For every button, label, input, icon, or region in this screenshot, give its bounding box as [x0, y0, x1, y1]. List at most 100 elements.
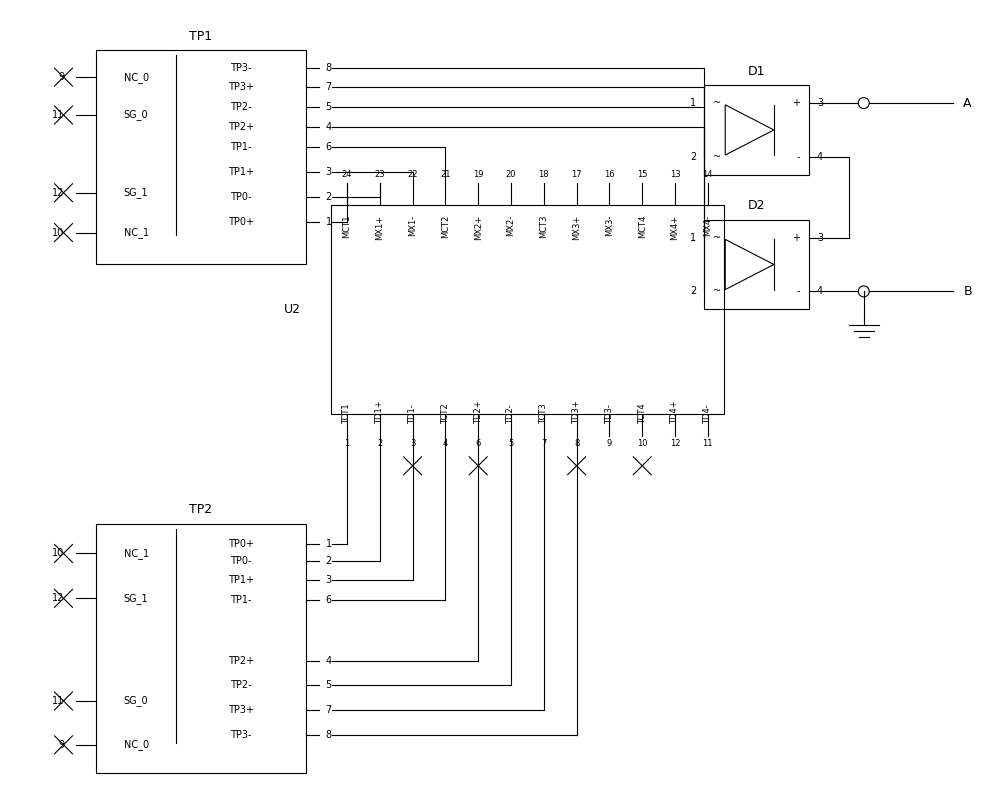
Text: 7: 7	[326, 705, 332, 715]
Text: 5: 5	[508, 439, 514, 448]
Text: 8: 8	[574, 439, 579, 448]
Text: 2: 2	[326, 192, 332, 201]
Text: TCT4: TCT4	[638, 404, 647, 424]
Text: 1: 1	[690, 98, 696, 108]
Text: D1: D1	[748, 65, 765, 78]
Text: ~: ~	[713, 286, 721, 296]
Text: 3: 3	[817, 98, 823, 108]
Text: 6: 6	[326, 595, 332, 605]
Text: TP1-: TP1-	[230, 595, 252, 605]
Text: 8: 8	[326, 63, 332, 73]
Text: TD2+: TD2+	[474, 400, 483, 424]
Text: MCT3: MCT3	[539, 214, 548, 238]
Text: 1: 1	[344, 439, 350, 448]
Text: TP1+: TP1+	[228, 167, 254, 177]
Text: 3: 3	[326, 167, 332, 177]
Text: TP0-: TP0-	[230, 557, 252, 566]
Text: ~: ~	[713, 232, 721, 243]
Text: ~: ~	[713, 98, 721, 108]
Text: MX4+: MX4+	[671, 214, 680, 239]
Text: TP1+: TP1+	[228, 575, 254, 586]
Text: 12: 12	[52, 188, 65, 197]
Text: TCT2: TCT2	[441, 404, 450, 424]
Text: +: +	[792, 98, 800, 108]
Text: +: +	[792, 232, 800, 243]
Text: NC_0: NC_0	[124, 72, 149, 83]
Text: 24: 24	[342, 170, 352, 180]
Text: 2: 2	[690, 152, 696, 162]
Text: 4: 4	[326, 122, 332, 132]
Text: 6: 6	[326, 142, 332, 152]
Text: 3: 3	[817, 232, 823, 243]
Text: 13: 13	[670, 170, 680, 180]
Text: TD1+: TD1+	[375, 400, 384, 424]
Text: TP3+: TP3+	[228, 705, 254, 715]
Bar	[96, 50, 306, 265]
Bar	[704, 85, 809, 175]
Text: 19: 19	[473, 170, 483, 180]
Text: TP0+: TP0+	[228, 217, 254, 227]
Text: 20: 20	[506, 170, 516, 180]
Text: MCT2: MCT2	[441, 214, 450, 238]
Text: 10: 10	[637, 439, 647, 448]
Text: A: A	[963, 96, 972, 109]
Text: ~: ~	[713, 152, 721, 162]
Text: 4: 4	[817, 286, 823, 296]
Text: B: B	[963, 285, 972, 298]
Text: TP1-: TP1-	[230, 142, 252, 152]
Text: 14: 14	[703, 170, 713, 180]
Text: SG_0: SG_0	[124, 696, 148, 706]
Text: NC_1: NC_1	[124, 227, 149, 238]
Text: 11: 11	[703, 439, 713, 448]
Text: 1: 1	[690, 232, 696, 243]
Text: 15: 15	[637, 170, 647, 180]
Text: TP2-: TP2-	[230, 680, 252, 690]
Text: 2: 2	[690, 286, 696, 296]
Bar	[331, 205, 724, 414]
Text: 10: 10	[52, 549, 65, 558]
Text: MX1-: MX1-	[408, 214, 417, 236]
Text: MX3-: MX3-	[605, 214, 614, 236]
Text: TP3-: TP3-	[230, 63, 252, 73]
Text: MX4-: MX4-	[703, 214, 712, 236]
Text: MX3+: MX3+	[572, 214, 581, 240]
Text: -: -	[796, 286, 800, 296]
Text: MX2-: MX2-	[507, 214, 516, 236]
Text: TP1: TP1	[189, 30, 213, 43]
Text: TD3+: TD3+	[572, 400, 581, 424]
Text: SG_1: SG_1	[124, 187, 148, 198]
Text: 9: 9	[58, 72, 65, 83]
Text: 8: 8	[326, 730, 332, 740]
Text: 16: 16	[604, 170, 615, 180]
Text: TP2: TP2	[189, 503, 213, 516]
Text: TP3+: TP3+	[228, 82, 254, 92]
Text: 4: 4	[817, 152, 823, 162]
Text: 2: 2	[326, 557, 332, 566]
Text: MCT4: MCT4	[638, 214, 647, 238]
Text: TD4+: TD4+	[671, 400, 680, 424]
Text: 12: 12	[52, 593, 65, 604]
Text: TCT1: TCT1	[342, 404, 351, 424]
Text: TP2+: TP2+	[228, 656, 254, 666]
Text: SG_0: SG_0	[124, 109, 148, 121]
Bar	[704, 219, 809, 309]
Text: 5: 5	[326, 102, 332, 112]
Text: TP2+: TP2+	[228, 122, 254, 132]
Text: D2: D2	[748, 199, 765, 212]
Text: TD2-: TD2-	[507, 404, 516, 424]
Text: 6: 6	[476, 439, 481, 448]
Text: 1: 1	[326, 539, 332, 549]
Text: TP0+: TP0+	[228, 539, 254, 549]
Text: 11: 11	[52, 110, 65, 120]
Text: MX1+: MX1+	[375, 214, 384, 239]
Text: MCT1: MCT1	[342, 214, 351, 238]
Text: 10: 10	[52, 227, 65, 238]
Text: 5: 5	[326, 680, 332, 690]
Text: 3: 3	[326, 575, 332, 586]
Text: 4: 4	[443, 439, 448, 448]
Bar	[96, 523, 306, 773]
Text: U2: U2	[284, 303, 301, 316]
Text: NC_0: NC_0	[124, 739, 149, 750]
Text: SG_1: SG_1	[124, 593, 148, 604]
Text: -: -	[796, 152, 800, 162]
